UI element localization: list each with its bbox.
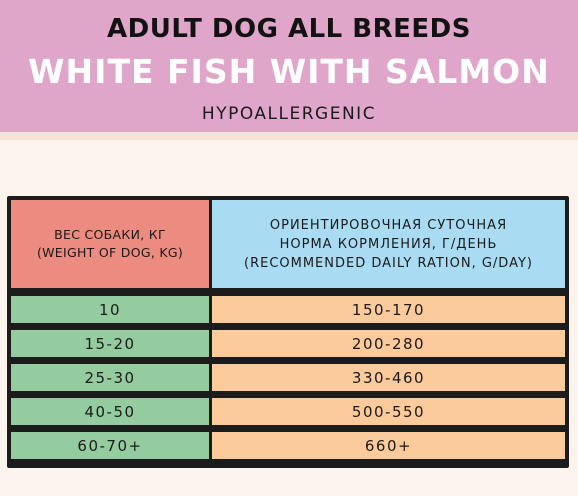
- product-line-title: ADULT DOG ALL BREEDS: [107, 14, 471, 44]
- product-flavor-title: WHITE FISH WITH SALMON: [28, 52, 550, 91]
- weight-column-header: ВЕС СОБАКИ, КГ (WEIGHT OF DOG, KG): [11, 200, 209, 288]
- ration-header-en: (RECOMMENDED DAILY RATION, G/DAY): [244, 255, 533, 271]
- weight-cell: 15-20: [11, 330, 209, 357]
- weight-header-ru: ВЕС СОБАКИ, КГ: [54, 227, 166, 242]
- header-banner: ADULT DOG ALL BREEDS WHITE FISH WITH SAL…: [0, 0, 578, 132]
- ration-header-ru-line2: НОРМА КОРМЛЕНИЯ, Г/ДЕНЬ: [279, 236, 498, 252]
- ration-cell: 500-550: [212, 398, 565, 425]
- weight-cell: 10: [11, 296, 209, 323]
- header-divider: [0, 132, 578, 140]
- feeding-table: ВЕС СОБАКИ, КГ (WEIGHT OF DOG, KG) ОРИЕН…: [7, 196, 569, 468]
- weight-cell: 40-50: [11, 398, 209, 425]
- ration-column-header: ОРИЕНТИРОВОЧНАЯ СУТОЧНАЯ НОРМА КОРМЛЕНИЯ…: [212, 200, 565, 288]
- ration-cell: 330-460: [212, 364, 565, 391]
- weight-cell: 25-30: [11, 364, 209, 391]
- ration-cell: 150-170: [212, 296, 565, 323]
- ration-cell: 200-280: [212, 330, 565, 357]
- ration-cell: 660+: [212, 432, 565, 459]
- weight-cell: 60-70+: [11, 432, 209, 459]
- ration-header-ru-line1: ОРИЕНТИРОВОЧНАЯ СУТОЧНАЯ: [269, 217, 508, 233]
- weight-header-en: (WEIGHT OF DOG, KG): [36, 245, 184, 260]
- product-tagline: HYPOALLERGENIC: [201, 104, 377, 124]
